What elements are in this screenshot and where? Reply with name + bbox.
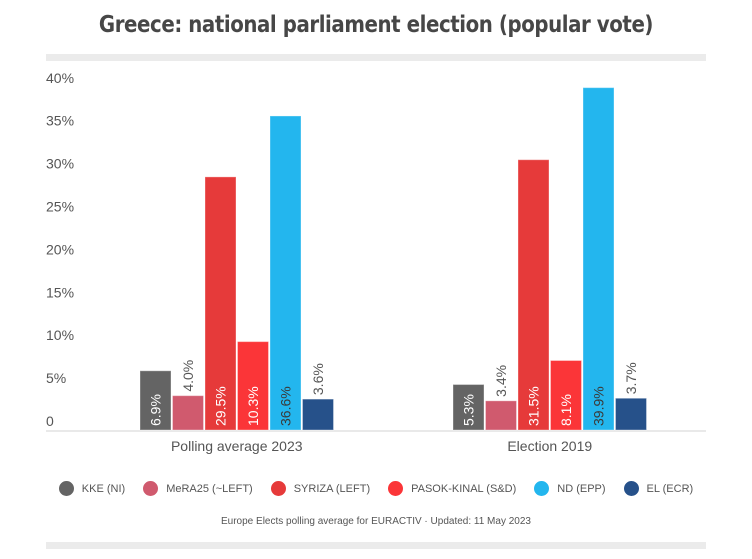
bar — [485, 400, 517, 431]
y-axis: 0 5% 10% 15% 20% 25% 30% 35% 40% — [46, 70, 74, 429]
chart-title: Greece: national parliament election (po… — [98, 12, 654, 38]
data-label: 4.0% — [180, 360, 196, 392]
bar — [269, 115, 302, 431]
bar — [550, 360, 582, 431]
footer-divider — [46, 542, 706, 549]
data-label: 3.4% — [493, 365, 509, 397]
legend-item[interactable]: SYRIZA (LEFT) — [270, 481, 371, 496]
bar — [302, 398, 334, 431]
bar-chart: 0 5% 10% 15% 20% 25% 30% 35% 40% 6.9% 4.0% 29.5% 10… — [46, 70, 706, 454]
data-label: 6.9% — [148, 394, 164, 426]
legend-label: EL (ECR) — [646, 482, 694, 495]
data-label: 3.7% — [623, 362, 639, 394]
bar — [172, 395, 204, 431]
bar — [139, 370, 172, 431]
legend-label: KKE (NI) — [81, 482, 126, 495]
legend-label: ND (EPP) — [557, 482, 606, 495]
source-note: Europe Elects polling average for EURACT… — [221, 516, 531, 527]
bars: 6.9% 4.0% 29.5% 10.3% 36.6% 3.6% 5.3% 3.4% 31.5%… — [139, 87, 647, 431]
x-axis: Polling average 2023 Election 2019 — [171, 438, 592, 454]
y-tick-label: 35% — [46, 113, 74, 129]
data-label: 39.9% — [591, 386, 607, 426]
bar — [517, 159, 550, 431]
legend-swatch-icon — [58, 481, 74, 496]
legend-item[interactable]: MeRA25 (~LEFT) — [143, 481, 253, 496]
legend-swatch-icon — [623, 481, 639, 496]
bar — [452, 384, 485, 431]
bar — [582, 87, 615, 431]
legend-swatch-icon — [143, 481, 159, 496]
y-tick-label: 30% — [46, 156, 74, 172]
legend-label: MeRA25 (~LEFT) — [166, 482, 253, 495]
data-label: 36.6% — [278, 386, 294, 426]
legend-label: SYRIZA (LEFT) — [293, 482, 371, 495]
legend-swatch-icon — [388, 481, 404, 496]
x-category-label: Polling average 2023 — [171, 438, 303, 454]
bar — [204, 176, 237, 431]
bar — [237, 341, 269, 431]
data-label: 10.3% — [245, 386, 261, 426]
y-tick-label: 25% — [46, 199, 74, 215]
y-tick-label: 5% — [46, 370, 66, 386]
data-label: 29.5% — [213, 386, 229, 426]
legend-swatch-icon — [270, 481, 286, 496]
title-divider — [46, 54, 706, 61]
legend-item[interactable]: ND (EPP) — [534, 481, 606, 496]
legend-item[interactable]: EL (ECR) — [623, 481, 694, 496]
legend-label: PASOK-KINAL (S&D) — [411, 482, 517, 495]
y-tick-label: 15% — [46, 284, 74, 300]
data-label: 8.1% — [558, 394, 574, 426]
data-label: 3.6% — [310, 363, 326, 395]
y-tick-label: 10% — [46, 327, 74, 343]
legend-swatch-icon — [534, 481, 550, 496]
data-label: 5.3% — [461, 394, 477, 426]
bar — [615, 397, 647, 431]
y-tick-label: 0 — [46, 413, 54, 429]
legend: KKE (NI) MeRA25 (~LEFT) SYRIZA (LEFT) PASOK… — [0, 481, 752, 496]
x-category-label: Election 2019 — [507, 438, 592, 454]
legend-item[interactable]: KKE (NI) — [58, 481, 126, 496]
data-label: 31.5% — [526, 386, 542, 426]
y-tick-label: 40% — [46, 70, 74, 86]
legend-item[interactable]: PASOK-KINAL (S&D) — [388, 481, 516, 496]
y-tick-label: 20% — [46, 241, 74, 257]
